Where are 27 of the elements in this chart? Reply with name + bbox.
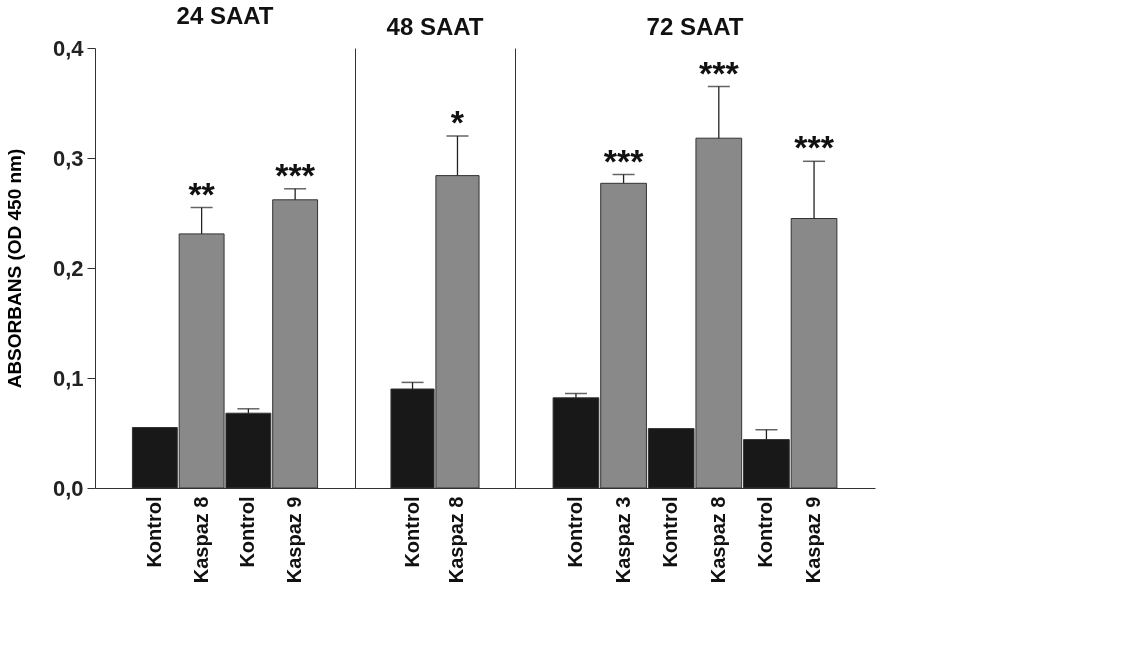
x-tick-label: Kaspaz 8 [445,496,468,584]
y-axis-title: ABSORBANS (OD 450 nm) [3,148,25,389]
x-tick-label: Kontrol [142,496,165,568]
data-label: *** [794,128,835,167]
chart-title: 24 SAAT [176,2,274,29]
x-tick-label: Kaspaz 9 [802,496,825,584]
y-tick-label: 0,1 [52,365,84,391]
data-label: *** [275,155,316,194]
x-tick-label: Kaspaz 8 [706,496,729,584]
data-label: *** [698,53,740,92]
x-tick-label: Kaspaz 3 [611,496,634,584]
x-tick-label: Kontrol [400,496,423,568]
y-tick-label: 0,4 [52,35,85,61]
y-tick-label: 0,0 [52,475,84,501]
x-tick-label: Kaspaz 8 [189,496,212,584]
x-tick-label: Kaspaz 9 [283,496,306,584]
x-tick-label: Kontrol [659,496,682,568]
x-tick-label: Kontrol [563,496,586,568]
chart-title: 48 SAAT [386,13,484,40]
y-tick-label: 0,2 [52,255,84,281]
x-tick-label: Kontrol [236,496,259,568]
x-tick-label: Kontrol [754,496,777,568]
data-label: * [450,103,465,141]
chart-title: 72 SAAT [646,13,744,40]
data-label: *** [603,141,645,180]
y-tick-label: 0,3 [52,145,84,171]
data-label: ** [188,174,216,213]
